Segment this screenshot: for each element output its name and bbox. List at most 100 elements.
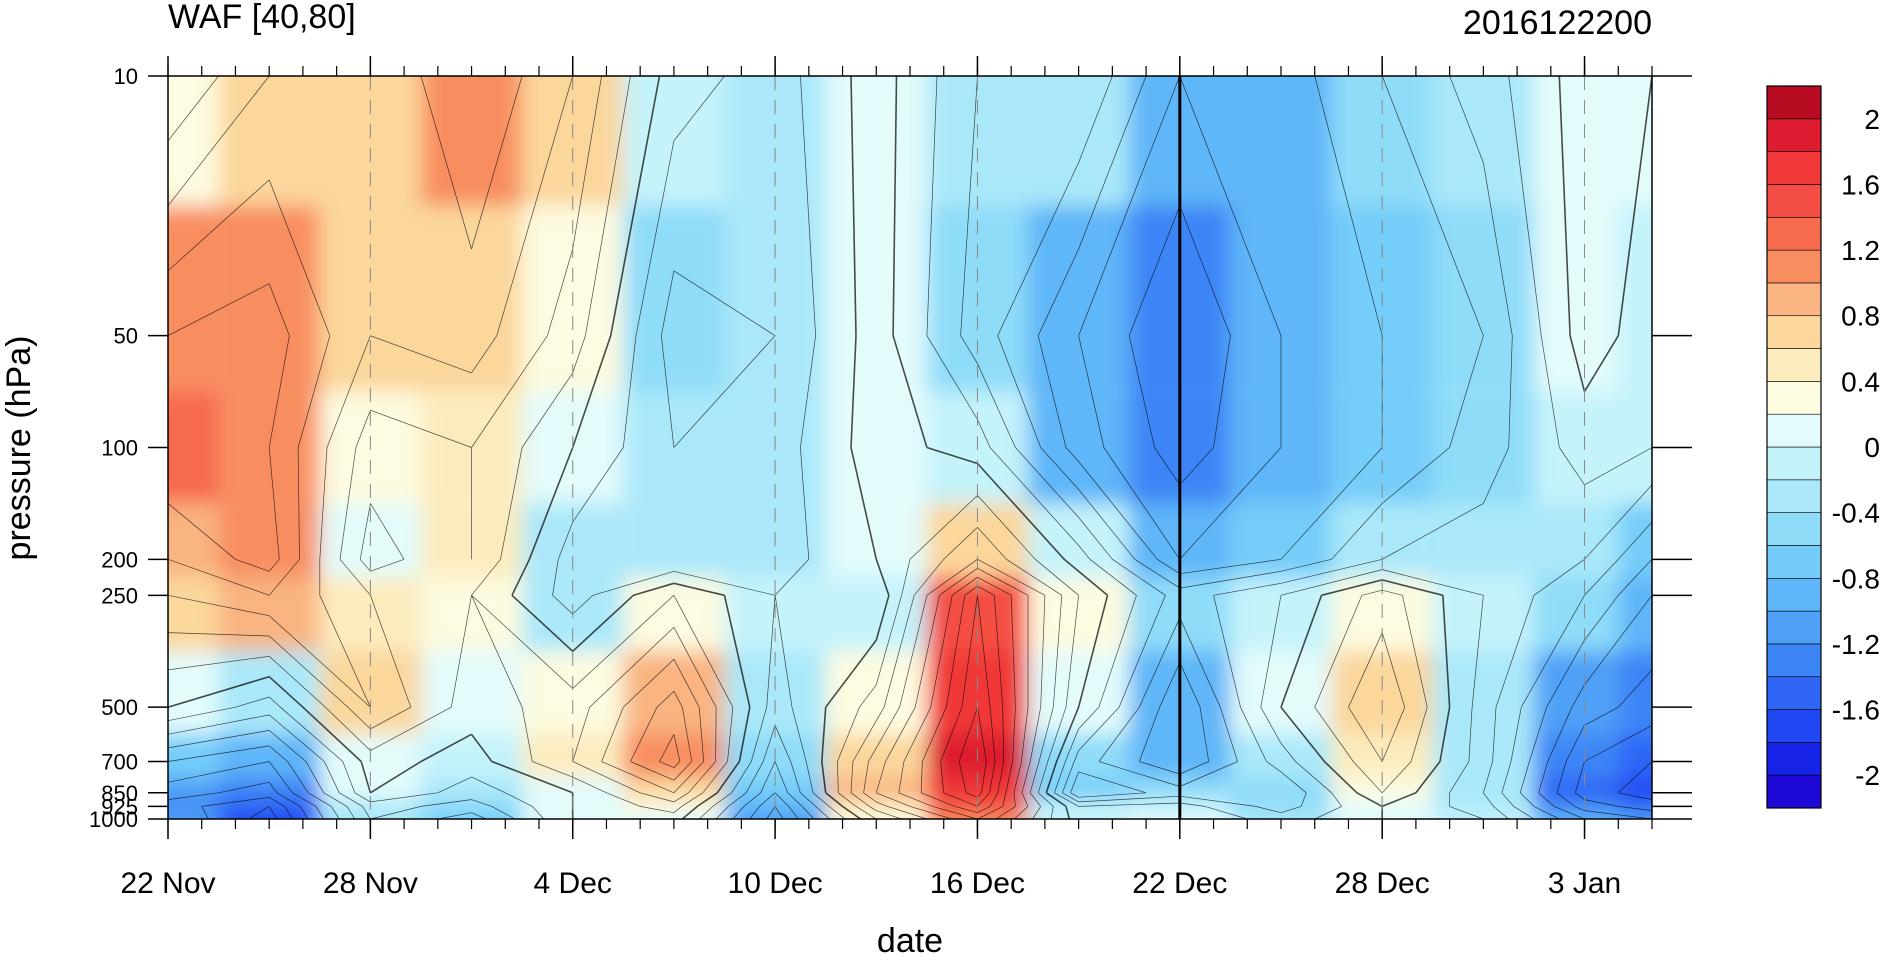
heat-cell [724, 812, 826, 819]
heat-cell [1230, 651, 1332, 735]
x-tick-label: 22 Dec [1132, 867, 1227, 900]
colorbar-label: 0.4 [1841, 366, 1880, 397]
heat-cell [1432, 503, 1534, 578]
heat-cell [218, 799, 320, 813]
heat-cell [1028, 76, 1130, 206]
x-axis: 22 Nov 28 Nov 4 Dec 10 Dec 16 Dec 22 Dec 28 De… [120, 56, 1653, 900]
heat-cell [1230, 777, 1332, 800]
heat-cell [420, 734, 523, 778]
heat-cell [825, 812, 927, 819]
plot-area [168, 76, 1652, 819]
heat-cell [1618, 76, 1652, 206]
heat-cell [420, 777, 523, 800]
heat-cell [218, 734, 320, 778]
heat-cell [623, 205, 725, 392]
heat-cell [1533, 812, 1619, 819]
colorbar-frame [1766, 85, 1822, 809]
colorbar-swatch [1766, 413, 1822, 448]
contour-line [168, 205, 1652, 819]
heat-cell [218, 205, 320, 392]
contour-line [168, 283, 1016, 819]
heat-cell [420, 812, 523, 819]
contour-line [168, 76, 1652, 819]
x-tick-label: 10 Dec [728, 867, 823, 900]
heat-cell [1533, 205, 1619, 392]
heat-cell [319, 777, 421, 800]
heat-cell [420, 799, 523, 813]
heat-cell [1432, 391, 1534, 504]
colorbar-label: 1.6 [1841, 169, 1880, 200]
heat-cell [623, 777, 725, 800]
heat-cell [926, 777, 1029, 800]
heat-cell [1230, 799, 1332, 813]
colorbar-swatch [1766, 545, 1822, 579]
colorbar-swatch [1766, 85, 1822, 120]
contour-line [168, 76, 1652, 819]
colorbar-label: 0 [1864, 432, 1880, 463]
heat-cell [1618, 734, 1652, 778]
heat-cell [420, 577, 523, 652]
heat-cell [1230, 503, 1332, 578]
heat-cell [1331, 777, 1433, 800]
heat-cell [168, 205, 219, 392]
chart-title-right: 2016122200 [1463, 4, 1652, 42]
contour-line [248, 761, 1652, 819]
colorbar-swatch [1766, 216, 1822, 251]
colorbar-swatch [1766, 184, 1822, 218]
y-tick-label: 850 [101, 781, 138, 806]
colorbar-swatch [1766, 643, 1822, 678]
y-tick-label: 700 [101, 749, 138, 774]
heat-cell [623, 651, 725, 735]
heat-cell [825, 651, 927, 735]
contour-line [168, 76, 1652, 819]
heat-cell [218, 391, 320, 504]
heat-cell [825, 205, 927, 392]
heat-cell [1618, 503, 1652, 578]
colorbar-swatch [1766, 315, 1822, 349]
y-tick-label: 10 [114, 64, 138, 89]
colorbar-label: -0.4 [1832, 498, 1880, 529]
heat-cell [1533, 503, 1619, 578]
heat-cell [420, 205, 523, 392]
heat-cell [218, 503, 320, 578]
x-tick-label: 22 Nov [120, 867, 215, 900]
colorbar-swatch [1766, 577, 1822, 612]
heat-cell [1432, 651, 1534, 735]
y-tick-label: 50 [114, 324, 138, 349]
heat-cell [168, 812, 219, 819]
colorbar-swatch [1766, 512, 1822, 546]
heat-cell [168, 391, 219, 504]
heat-cell [825, 503, 927, 578]
heat-cell [1028, 777, 1130, 800]
heat-cell [168, 777, 219, 800]
heat-cell [926, 812, 1029, 819]
heat-cell [825, 777, 927, 800]
heat-cell [1432, 799, 1534, 813]
heat-cell [1618, 577, 1652, 652]
heat-cell [1533, 577, 1619, 652]
x-tick-label: 3 Jan [1548, 867, 1621, 900]
x-axis-label: date [877, 922, 943, 960]
heat-cell [1028, 503, 1130, 578]
heat-cell [1028, 205, 1130, 392]
heat-cell [420, 651, 523, 735]
colorbar-swatch [1766, 118, 1822, 152]
x-tick-label: 28 Nov [323, 867, 418, 900]
heat-cell [1533, 799, 1619, 813]
heat-cell [1432, 734, 1534, 778]
heat-cell [1230, 812, 1332, 819]
heat-cell [1432, 812, 1534, 819]
colorbar-swatch [1766, 348, 1822, 382]
colorbar-swatch [1766, 249, 1822, 284]
heat-cell [1533, 391, 1619, 504]
y-tick-label: 100 [101, 436, 138, 461]
heat-cell [168, 799, 219, 813]
y-axis-label: pressure (hPa) [0, 336, 38, 561]
heat-cell [218, 777, 320, 800]
colorbar-swatch [1766, 446, 1822, 481]
heat-cell [1432, 777, 1534, 800]
colorbar-swatch [1766, 742, 1822, 776]
colorbar-label: 0.8 [1841, 301, 1880, 332]
y-tick-label: 200 [101, 547, 138, 572]
heat-cell [623, 799, 725, 813]
